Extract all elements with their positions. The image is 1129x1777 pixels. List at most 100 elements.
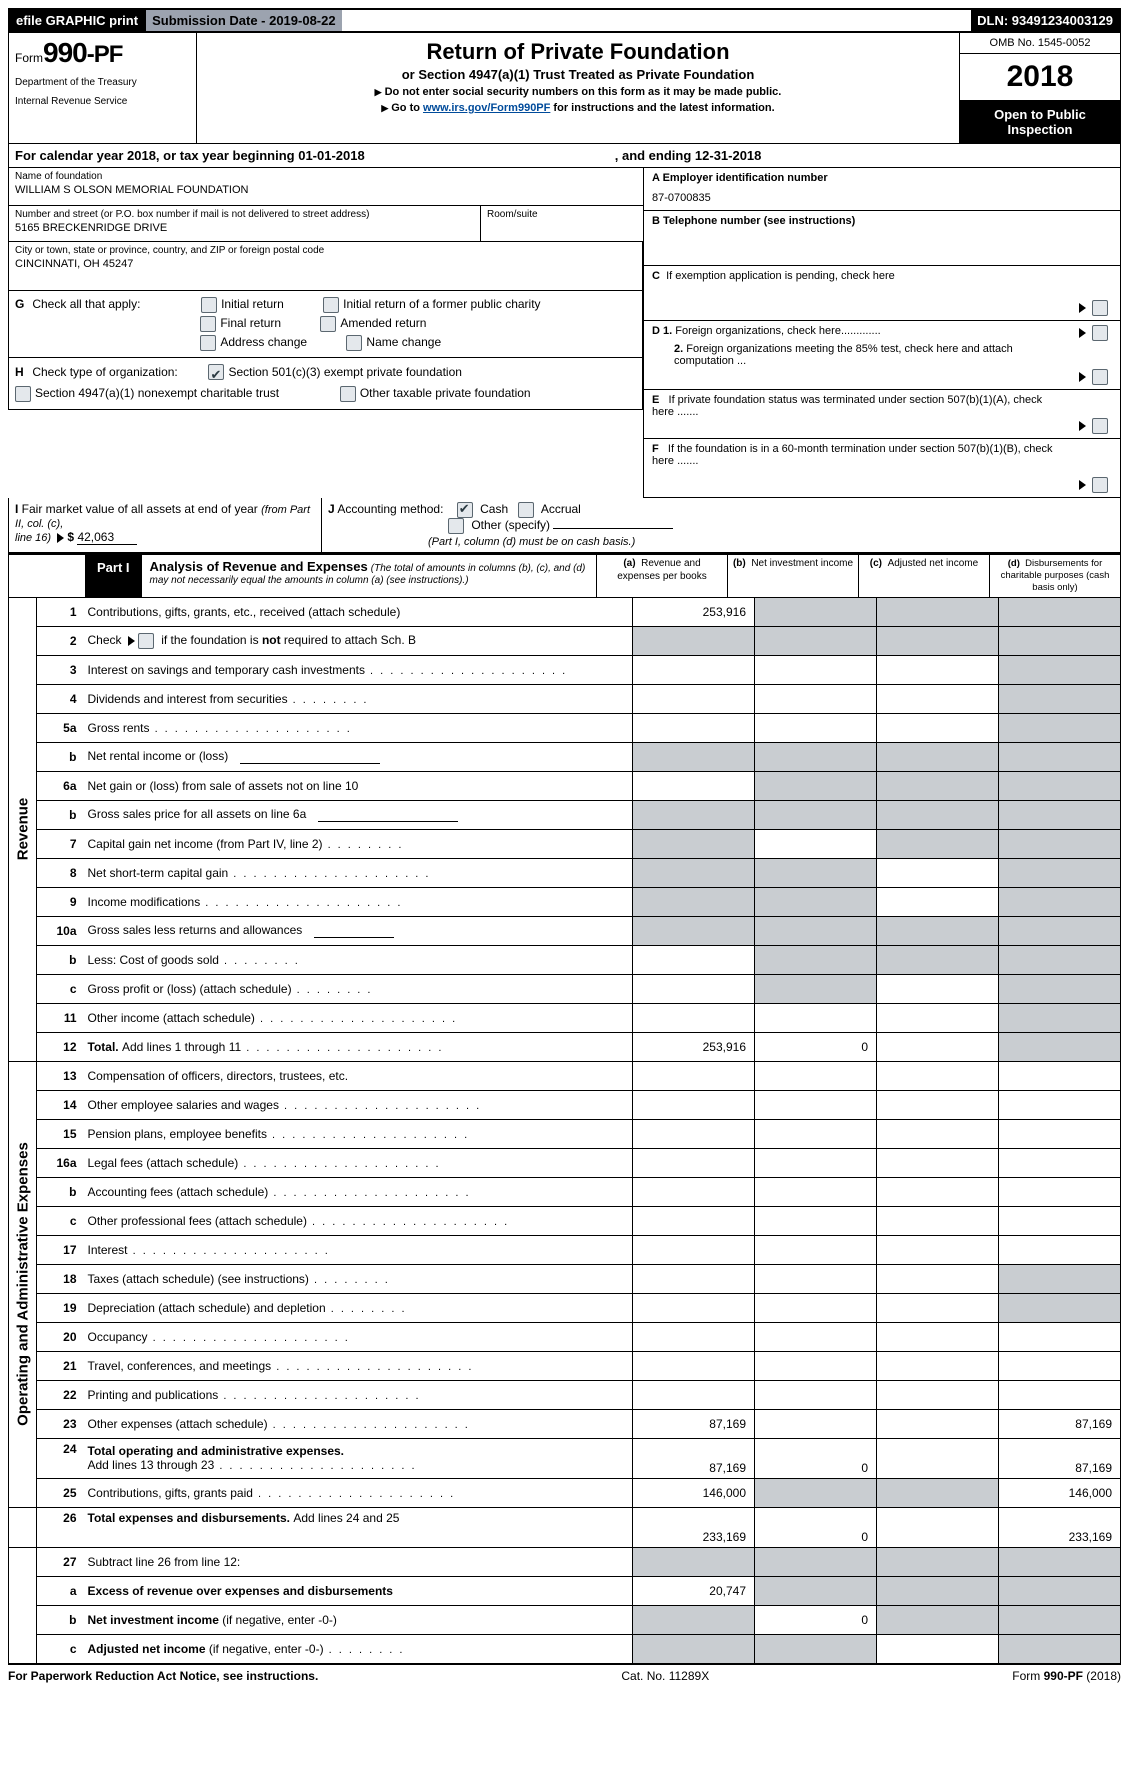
instructions-line: Go to www.irs.gov/Form990PF for instruct… [201,102,955,114]
box-b: B Telephone number (see instructions) [643,211,1120,266]
city-cell: City or town, state or province, country… [8,242,643,291]
row-16a: 16aLegal fees (attach schedule) [9,1148,1121,1177]
open-public-label: Open to Public Inspection [960,101,1120,143]
box-e: E If private foundation status was termi… [643,390,1120,439]
row-2: 2 Check if the foundation is not require… [9,626,1121,655]
oae-label: Operating and Administrative Expenses [9,1061,37,1507]
row-26: 26Total expenses and disbursements. Add … [9,1507,1121,1547]
dln-label: DLN: 93491234003129 [971,10,1119,31]
row-10b: bLess: Cost of goods sold [9,945,1121,974]
treasury-line2: Internal Revenue Service [15,96,190,107]
ssn-warning: Do not enter social security numbers on … [201,86,955,98]
h-501c3[interactable]: Section 501(c)(3) exempt private foundat… [194,362,461,384]
row-6a: 6aNet gain or (loss) from sale of assets… [9,771,1121,800]
row-12: 12Total. Add lines 1 through 11253,9160 [9,1032,1121,1061]
revenue-label: Revenue [9,598,37,1062]
row-10c: cGross profit or (loss) (attach schedule… [9,974,1121,1003]
row-27b: bNet investment income (if negative, ent… [9,1605,1121,1634]
h-other-taxable[interactable]: Other taxable private foundation [326,383,531,405]
row-27c: cAdjusted net income (if negative, enter… [9,1634,1121,1663]
j-accrual-check[interactable] [518,502,534,518]
header-right-block: OMB No. 1545-0052 2018 Open to Public In… [959,33,1121,144]
row-16b: bAccounting fees (attach schedule) [9,1177,1121,1206]
box-d2-check[interactable] [1076,369,1112,385]
row-3: 3Interest on savings and temporary cash … [9,655,1121,684]
row-24: 24Total operating and administrative exp… [9,1438,1121,1478]
row-5b: bNet rental income or (loss) [9,742,1121,771]
j-cash-check[interactable] [457,502,473,518]
g-name-change[interactable]: Name change [332,333,441,352]
row-7: 7Capital gain net income (from Part IV, … [9,829,1121,858]
cat-number: Cat. No. 11289X [621,1669,709,1683]
box-c: C If exemption application is pending, c… [643,266,1120,321]
h-4947a1[interactable]: Section 4947(a)(1) nonexempt charitable … [15,383,279,405]
identity-block: Name of foundation WILLIAM S OLSON MEMOR… [8,168,1121,498]
row-21: 21Travel, conferences, and meetings [9,1351,1121,1380]
row-25: 25Contributions, gifts, grants paid146,0… [9,1478,1121,1507]
row-18: 18Taxes (attach schedule) (see instructi… [9,1264,1121,1293]
header-title-block: Return of Private Foundation or Section … [197,33,959,144]
form-subtitle: or Section 4947(a)(1) Trust Treated as P… [201,67,955,82]
col-c-head: (c) Adjusted net income [858,555,989,598]
row-27a: aExcess of revenue over expenses and dis… [9,1576,1121,1605]
box-f-check[interactable] [1076,477,1112,493]
tax-year: 2018 [960,54,1120,101]
room-cell: Room/suite [481,206,643,241]
g-final-return[interactable]: Final return [186,314,281,333]
box-c-check[interactable] [1076,300,1112,316]
col-b-head: (b) Net investment income [727,555,858,598]
page-footer: For Paperwork Reduction Act Notice, see … [8,1664,1121,1683]
section-j: J Accounting method: Cash Accrual Other … [322,498,1120,552]
row-9: 9Income modifications [9,887,1121,916]
form-word: Form [15,51,43,65]
g-address-change[interactable]: Address change [186,333,307,352]
row-4: 4Dividends and interest from securities [9,684,1121,713]
calendar-year-line: For calendar year 2018, or tax year begi… [8,144,1121,168]
street-room-row: Number and street (or P.O. box number if… [8,206,643,242]
row-6b: bGross sales price for all assets on lin… [9,800,1121,829]
row-20: 20Occupancy [9,1322,1121,1351]
row-10a: 10aGross sales less returns and allowanc… [9,916,1121,945]
fmv-value: 42,063 [77,530,137,545]
box-f: F If the foundation is in a 60-month ter… [643,439,1120,498]
schb-check[interactable] [138,633,154,649]
box-a: A Employer identification number 87-0700… [643,168,1120,211]
row-1: Revenue 1Contributions, gifts, grants, e… [9,598,1121,627]
row-8: 8Net short-term capital gain [9,858,1121,887]
g-amended-return[interactable]: Amended return [306,314,426,333]
g-initial-former[interactable]: Initial return of a former public charit… [309,295,540,314]
row-11: 11Other income (attach schedule) [9,1003,1121,1032]
col-a-head: (a) Revenue and expenses per books [596,555,727,598]
j-other-check[interactable] [448,518,464,534]
g-initial-return[interactable]: Initial return [187,295,284,314]
row-16c: cOther professional fees (attach schedul… [9,1206,1121,1235]
part1-title: Analysis of Revenue and Expenses (The to… [142,555,596,598]
omb-number: OMB No. 1545-0052 [960,33,1120,54]
efile-print-label: efile GRAPHIC print [10,10,144,31]
box-d: D 1. Foreign organizations, check here..… [643,321,1120,390]
form-number: 990-PF [43,37,122,68]
box-e-check[interactable] [1076,418,1112,434]
submission-date: Submission Date - 2019-08-22 [144,10,342,31]
col-d-head: (d) Disbursements for charitable purpose… [989,555,1121,598]
street-address: 5165 BRECKENRIDGE DRIVE [15,220,474,234]
irs-link[interactable]: www.irs.gov/Form990PF [423,102,550,114]
row-15: 15Pension plans, employee benefits [9,1119,1121,1148]
treasury-line1: Department of the Treasury [15,77,190,88]
city-state-zip: CINCINNATI, OH 45247 [15,256,636,270]
ein-value: 87-0700835 [652,192,1112,204]
section-g: G Check all that apply: Initial return I… [8,291,643,358]
paperwork-notice: For Paperwork Reduction Act Notice, see … [8,1669,318,1683]
row-13: Operating and Administrative Expenses 13… [9,1061,1121,1090]
row-27: 27Subtract line 26 from line 12: [9,1547,1121,1576]
section-i: I Fair market value of all assets at end… [9,498,322,552]
part1-header: Part I Analysis of Revenue and Expenses … [8,553,1121,598]
row-22: 22Printing and publications [9,1380,1121,1409]
section-i-j: I Fair market value of all assets at end… [8,498,1121,553]
foundation-name-cell: Name of foundation WILLIAM S OLSON MEMOR… [8,168,643,206]
box-d1-check[interactable] [1076,325,1112,341]
section-h: H Check type of organization: Section 50… [8,358,643,410]
row-23: 23Other expenses (attach schedule)87,169… [9,1409,1121,1438]
header-row: Form990-PF Department of the Treasury In… [8,33,1121,144]
row-17: 17Interest [9,1235,1121,1264]
